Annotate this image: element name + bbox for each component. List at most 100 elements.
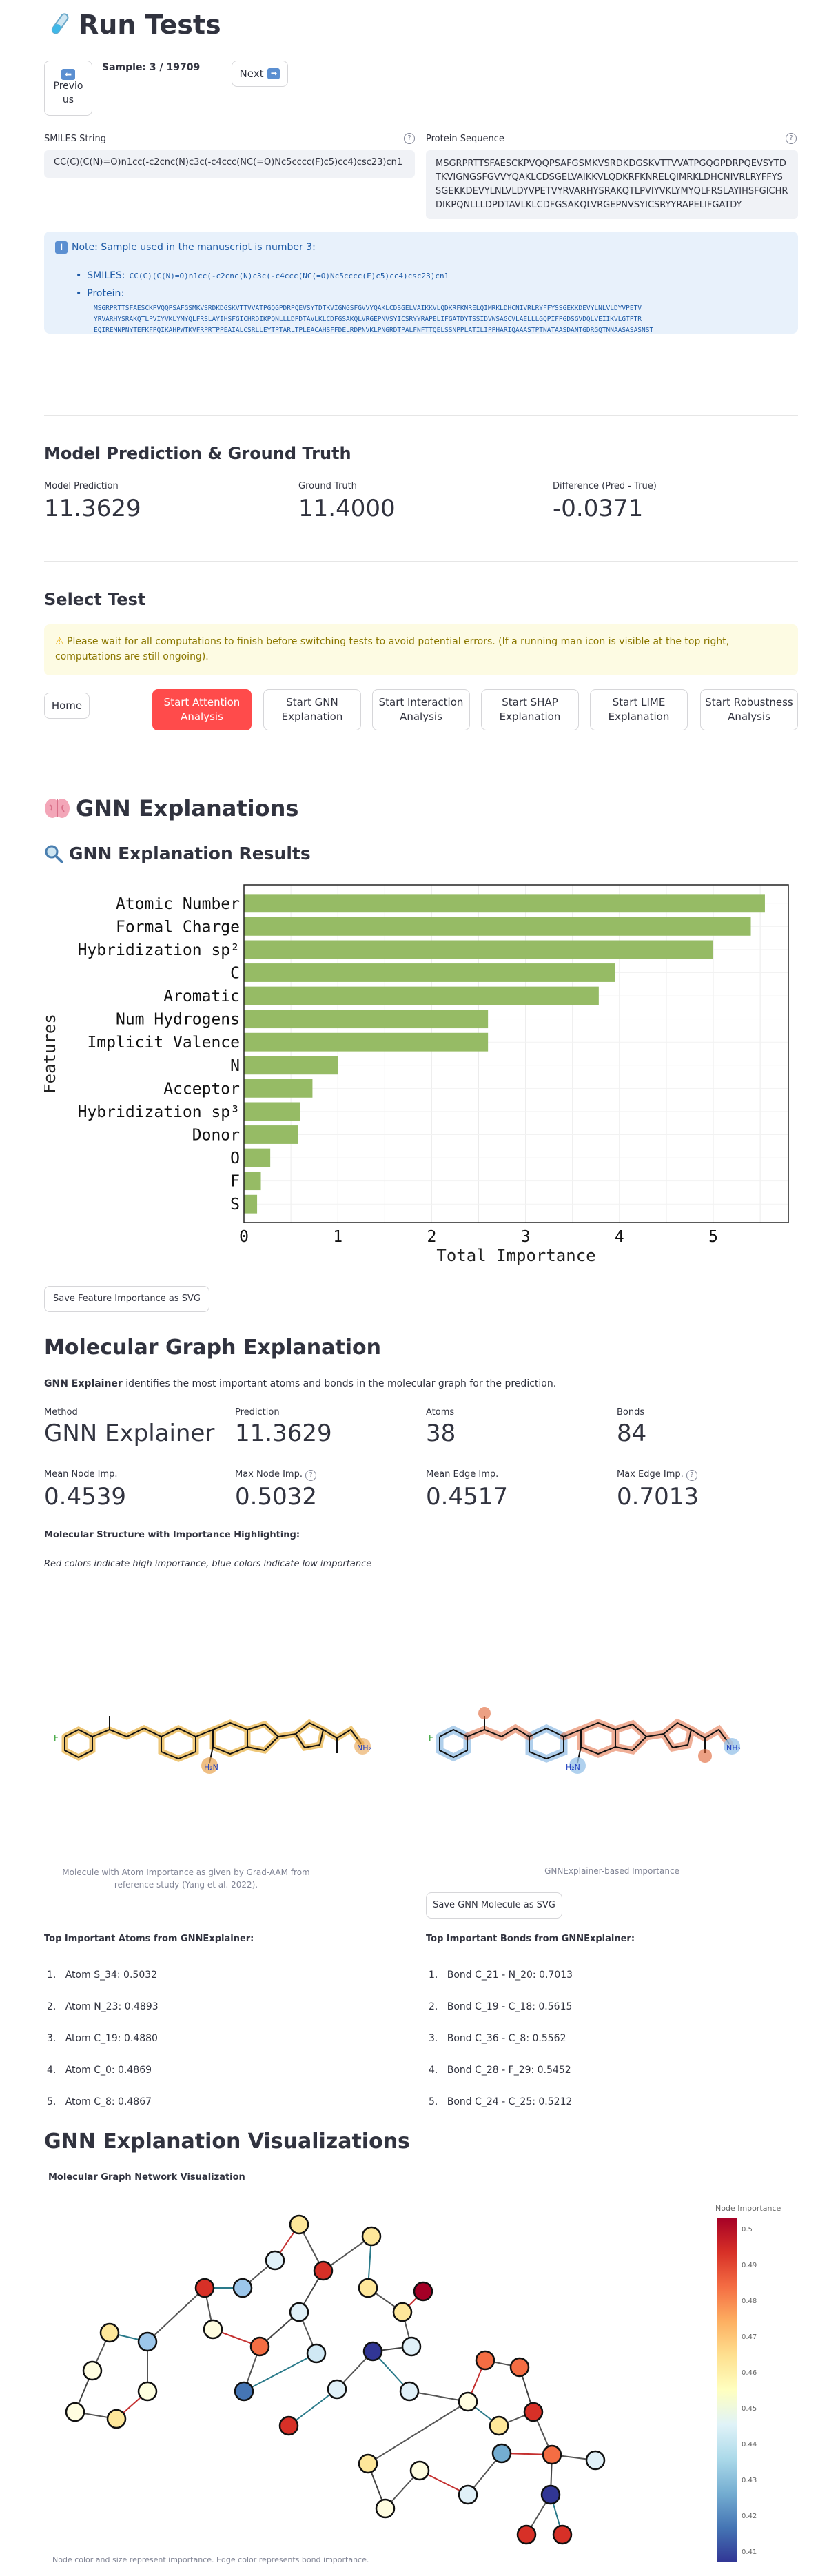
molecular-graph-title: Molecular Graph Explanation [44, 1336, 381, 1360]
method-value: GNN Explainer [44, 1420, 215, 1447]
graph-node [401, 2336, 422, 2357]
colorbar-tick: 0.41 [742, 2548, 757, 2556]
atom-label: NH₂ [357, 1744, 371, 1752]
list-item: 5. Bond C_24 - C_25: 0.5212 [429, 2096, 573, 2107]
colorbar-tick: 0.46 [742, 2369, 757, 2377]
save-gnn-molecule-button[interactable]: Save GNN Molecule as SVG [426, 1892, 562, 1919]
graph-node [585, 2450, 606, 2471]
save-feature-importance-button[interactable]: Save Feature Importance as SVG [44, 1286, 209, 1312]
atom-label: H₂N [204, 1763, 218, 1772]
feature-importance-chart: Atomic Number Formal Charge Hybridization … [44, 884, 789, 1265]
bonds-value: 84 [617, 1420, 647, 1447]
colorbar-tick: 0.47 [742, 2333, 757, 2341]
help-icon[interactable]: ? [305, 1470, 317, 1481]
model-prediction-label: Model Prediction [44, 481, 119, 491]
x-tick-label: 3 [521, 1228, 531, 1246]
bar [244, 1010, 489, 1029]
x-tick-label: 5 [708, 1228, 718, 1246]
y-tick-label: Aromatic [163, 988, 240, 1005]
start-interaction-analysis-button[interactable]: Start Interaction Analysis [372, 689, 470, 730]
graph-node [489, 2415, 509, 2436]
graph-node [306, 2343, 327, 2364]
y-tick-label: N [230, 1057, 240, 1075]
graph-node [475, 2350, 495, 2371]
right-arrow-icon: ➡ [267, 68, 280, 79]
y-tick-label: Acceptor [163, 1080, 240, 1098]
home-button[interactable]: Home [44, 693, 90, 719]
graph-node [194, 2278, 215, 2298]
bar [244, 1032, 489, 1052]
start-shap-explanation-button[interactable]: Start SHAP Explanation [481, 689, 579, 730]
graph-edge [367, 2401, 469, 2464]
caption-left: Molecule with Atom Importance as given b… [62, 1868, 310, 1890]
atoms-value: 38 [426, 1420, 456, 1447]
colorbar-tick: 0.5 [742, 2226, 753, 2233]
graph-node [409, 2460, 430, 2481]
start-robustness-analysis-button[interactable]: Start Robustness Analysis [700, 689, 798, 730]
previous-button[interactable]: ⬅ Previous [44, 61, 92, 116]
note-smiles: CC(C)(C(N)=O)n1cc(-c2cnc(N)c3c(-c4ccc(NC… [129, 271, 449, 280]
ground-truth-label: Ground Truth [298, 481, 357, 491]
next-button[interactable]: Next ➡ [232, 61, 288, 87]
list-item: 2. Bond C_19 - C_18: 0.5615 [429, 2001, 573, 2012]
select-test-title: Select Test [44, 590, 146, 609]
smiles-input[interactable]: CC(C)(C(N)=O)n1cc(-c2cnc(N)c3c(-c4ccc(NC… [44, 150, 415, 178]
start-lime-explanation-button[interactable]: Start LIME Explanation [590, 689, 688, 730]
bar [244, 986, 599, 1005]
y-tick-label: Implicit Valence [87, 1034, 240, 1052]
y-tick-label: C [230, 965, 240, 983]
graph-node [375, 2498, 396, 2519]
manuscript-note: i Note: Sample used in the manuscript is… [44, 232, 798, 334]
bar [244, 1148, 271, 1167]
visualizations-title: GNN Explanation Visualizations [44, 2129, 410, 2154]
y-tick-label: S [230, 1196, 240, 1214]
start-attention-analysis-button[interactable]: Start Attention Analysis [152, 689, 252, 730]
mean-node-imp-label: Mean Node Imp. [44, 1469, 118, 1480]
bar [244, 940, 714, 959]
colorbar-tick: 0.48 [742, 2298, 757, 2305]
visualization-footnote: Node color and size represent importance… [52, 2555, 369, 2564]
bar [244, 1172, 261, 1191]
molecular-network-graph [65, 2214, 606, 2545]
x-tick-label: 4 [615, 1228, 624, 1246]
warning-box: ⚠ Please wait for all computations to fi… [44, 624, 798, 675]
difference-value: -0.0371 [553, 495, 644, 522]
sample-counter: Sample: 3 / 19709 [102, 62, 201, 73]
y-tick-label: Donor [192, 1127, 240, 1145]
page-header: Run Tests [44, 10, 221, 40]
max-node-imp-label: Max Node Imp. ? [235, 1469, 317, 1481]
difference-label: Difference (Pred - True) [553, 481, 657, 491]
bar [244, 1194, 258, 1214]
bar [244, 1125, 298, 1144]
graph-node [542, 2444, 562, 2465]
list-item: 2. Atom N_23: 0.4893 [47, 2001, 159, 2012]
colorbar [717, 2218, 737, 2562]
graph-node [358, 2278, 378, 2298]
bar [244, 963, 615, 982]
atom-label: F [54, 1733, 59, 1743]
help-icon[interactable]: ? [786, 133, 797, 144]
graph-node [289, 2214, 309, 2235]
help-icon[interactable]: ? [686, 1470, 697, 1481]
bar [244, 1079, 313, 1098]
graph-node [458, 2391, 478, 2412]
structure-title: Molecular Structure with Importance High… [44, 1530, 300, 1540]
molecular-graph-description: GNN Explainer identifies the most import… [44, 1378, 557, 1389]
divider [44, 415, 798, 416]
gnn-explanations-header: GNN Explanations [44, 795, 298, 821]
prediction-label: Prediction [235, 1407, 280, 1418]
y-axis-label: Features [44, 1014, 59, 1094]
graph-node [540, 2484, 561, 2505]
atom-label: F [429, 1733, 433, 1743]
max-edge-imp-label: Max Edge Imp. ? [617, 1469, 697, 1481]
start-gnn-explanation-button[interactable]: Start GNN Explanation [263, 689, 361, 730]
caption-right: GNNExplainer-based Importance [544, 1866, 679, 1876]
graph-node [313, 2260, 334, 2281]
x-tick-label: 2 [427, 1228, 436, 1246]
left-arrow-icon: ⬅ [61, 69, 75, 81]
help-icon[interactable]: ? [404, 133, 415, 144]
colorbar-tick: 0.43 [742, 2477, 757, 2484]
protein-textarea[interactable]: MSGRPRTTSFAESCKPVQQPSAFGSMKVSRDKDGSKVTTV… [426, 150, 798, 219]
list-item: 1. Atom S_34: 0.5032 [47, 1970, 158, 1981]
graph-node [249, 2336, 270, 2357]
